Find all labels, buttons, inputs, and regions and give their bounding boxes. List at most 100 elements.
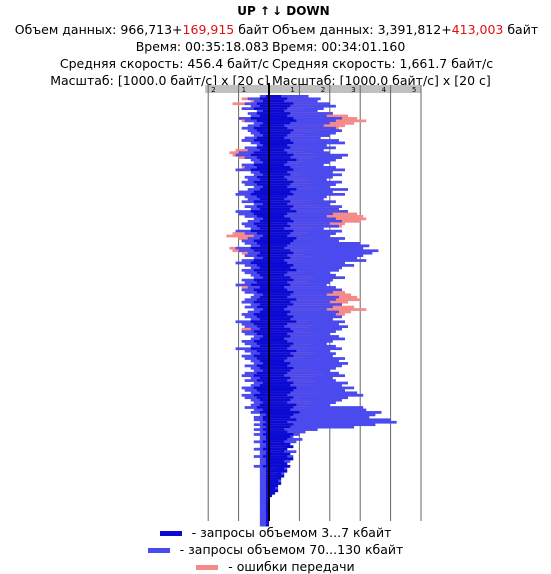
up-small-bar (259, 207, 269, 211)
down-large-bar (269, 327, 342, 331)
down-large-bar (269, 408, 367, 412)
down-large-bar (269, 251, 373, 255)
up-small-bar (253, 180, 269, 184)
down-small-bar (269, 126, 288, 130)
down-small-bar (269, 291, 294, 294)
up-small-bar (253, 139, 269, 142)
up-large-bar (253, 173, 269, 177)
up-large-bar (259, 523, 269, 527)
up-small-bar (253, 322, 269, 326)
up-small-bar (253, 288, 269, 292)
down-small-bar (269, 303, 294, 306)
down-small-bar (269, 200, 291, 204)
down-small-bar (269, 433, 294, 436)
down-small-bar (269, 406, 294, 409)
up-large-bar (259, 457, 269, 461)
down-small-bar (269, 276, 291, 280)
down-large-bar (269, 347, 342, 351)
up-small-bar (256, 396, 269, 400)
up-small-bar (262, 381, 269, 385)
up-large-bar (256, 144, 269, 147)
up-small-bar (256, 224, 269, 228)
up-small-bar (262, 401, 269, 404)
down-large-bar (269, 384, 342, 387)
down-small-bar (269, 337, 285, 341)
up-large-bar (247, 251, 269, 255)
up-small-bar (259, 403, 269, 407)
up-small-bar (265, 445, 269, 449)
up-small-bar (265, 457, 269, 461)
down-small-bar (269, 175, 285, 179)
down-small-bar (269, 396, 294, 400)
up-small-bar (265, 521, 269, 525)
down-large-bar (269, 232, 336, 235)
down-small-bar (269, 281, 288, 284)
down-small-bar (269, 134, 288, 137)
down-small-bar (269, 430, 288, 434)
up-small-bar (259, 131, 269, 135)
up-large-bar (259, 452, 269, 456)
down-large-bar (269, 420, 397, 424)
down-small-bar (269, 286, 285, 289)
up-small-bar (262, 276, 269, 280)
up-small-bar (262, 464, 269, 468)
down-large-bar (269, 95, 309, 98)
down-large-bar (269, 428, 318, 431)
down-large-bar (269, 175, 333, 179)
down-large-bar (269, 163, 324, 167)
down-small-bar (269, 163, 285, 167)
down-large-bar (269, 273, 336, 277)
up-small-bar (256, 215, 269, 218)
up-small-bar (253, 386, 269, 390)
down-small-bar (269, 327, 291, 331)
down-small-bar (269, 264, 294, 267)
down-scale: Масштаб: [1000.0 байт/с] x [20 с] (272, 73, 491, 88)
up-small-bar (256, 264, 269, 267)
up-large-bar (259, 484, 269, 488)
down-small-bar (269, 217, 291, 221)
up-small-bar (253, 313, 269, 316)
up-small-bar (259, 384, 269, 387)
up-stats: Объем данных: 966,713+169,915 байт Время… (15, 21, 269, 89)
up-small-bar (259, 178, 269, 182)
down-large-bar (269, 286, 336, 289)
down-large-bar (269, 359, 339, 363)
down-small-bar (269, 447, 288, 451)
up-small-bar (262, 423, 269, 427)
up-large-bar (253, 423, 269, 427)
down-small-bar (269, 420, 288, 424)
up-small-bar (265, 452, 269, 456)
legend-swatch-error (196, 565, 219, 570)
down-small-bar (269, 325, 285, 329)
down-small-bar (269, 357, 288, 360)
up-small-bar (262, 415, 269, 419)
down-small-bar (269, 472, 282, 476)
up-small-bar (259, 97, 269, 101)
down-small-bar (269, 393, 288, 397)
up-small-bar (253, 330, 269, 333)
down-large-bar (269, 112, 333, 115)
up-small-bar (259, 188, 269, 191)
down-large-bar (269, 278, 333, 282)
up-small-bar (253, 393, 269, 397)
up-small-bar (256, 102, 269, 106)
down-large-bar (269, 415, 370, 419)
down-large-bar (269, 295, 339, 299)
down-large-bar (269, 293, 327, 297)
down-large-bar (269, 202, 330, 206)
down-header: ↓ DOWN (272, 4, 330, 18)
up-small-bar (253, 163, 269, 167)
down-small-bar (269, 340, 288, 343)
up-small-bar (253, 107, 269, 110)
down-large-bar (269, 371, 339, 375)
up-small-bar (265, 467, 269, 471)
up-small-bar (253, 249, 269, 253)
down-volume: Объем данных: 3,391,812+413,003 байт (272, 21, 538, 38)
down-large-bar (269, 207, 339, 211)
down-small-bar (269, 418, 297, 422)
down-large-bar (269, 374, 345, 378)
up-header: UP ↑ (237, 4, 270, 18)
up-small-bar (259, 244, 269, 248)
up-small-bar (262, 293, 269, 297)
up-small-bar (265, 494, 269, 498)
